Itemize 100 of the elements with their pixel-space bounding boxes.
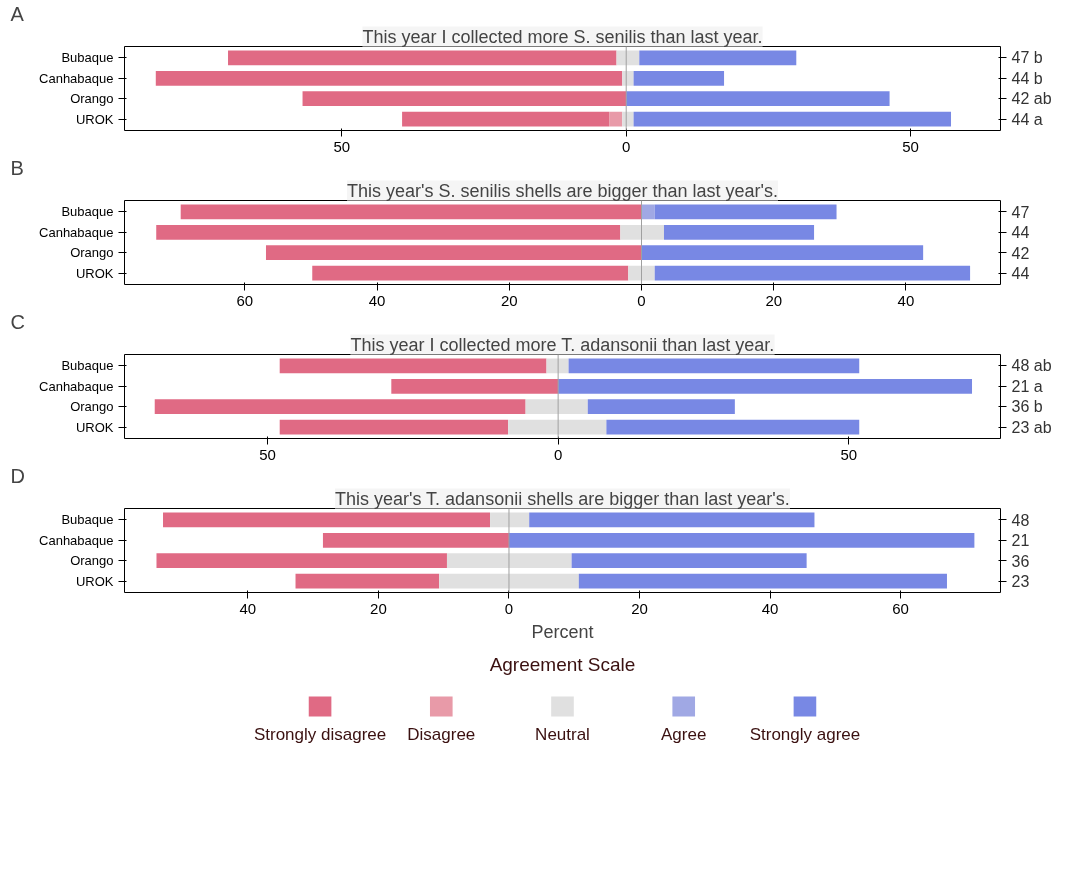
bar	[156, 224, 621, 240]
y2-tick-label: 44 b	[1011, 69, 1043, 87]
y2-tick-label: 44	[1011, 265, 1030, 283]
bar	[156, 553, 447, 569]
chart-title: This year I collected more S. senilis than last year.	[362, 26, 763, 47]
bar	[180, 204, 642, 220]
y2-tick-label: 44	[1011, 224, 1030, 242]
y-tick-label: Canhabaque	[39, 224, 114, 240]
bar	[302, 91, 627, 107]
y-tick-label: Bubaque	[61, 204, 114, 220]
text: D	[10, 464, 25, 487]
y-tick-label: UROK	[75, 265, 114, 281]
x-tick-label: 40	[368, 291, 386, 309]
legend-label: Strongly disagree	[253, 724, 387, 744]
x-tick-label: 50	[840, 445, 858, 463]
x-tick-label: 60	[892, 599, 909, 617]
bar	[265, 245, 642, 261]
bar	[279, 419, 509, 435]
chart-title: This year's T. adansonii shells are bigger than last year's.	[334, 488, 790, 509]
y2-tick-label: 23 ab	[1011, 418, 1052, 436]
bar	[529, 512, 815, 528]
bar	[633, 70, 725, 86]
y2-tick-label: 42	[1011, 244, 1030, 262]
y2-tick-label: 48	[1011, 511, 1030, 529]
text: A	[10, 2, 25, 25]
bar	[546, 358, 569, 374]
y-tick-label: Canhabaque	[39, 532, 114, 548]
bar	[525, 399, 588, 415]
bar	[578, 573, 947, 589]
y2-tick-label: 23	[1011, 573, 1030, 591]
y2-tick-label: 47	[1011, 203, 1030, 221]
chart-title: This year I collected more T. adansonii than last year.	[350, 334, 775, 355]
y-tick-label: Orango	[70, 91, 114, 107]
x-tick-label: 0	[622, 137, 631, 155]
bar	[568, 358, 860, 374]
y2-tick-label: 48 ab	[1011, 357, 1052, 375]
bar	[446, 553, 572, 569]
y-tick-label: Canhabaque	[39, 70, 114, 86]
y2-tick-label: 36 b	[1011, 398, 1043, 416]
y2-tick-label: 42 ab	[1011, 90, 1052, 108]
bar	[312, 265, 629, 281]
legend-label: Strongly agree	[749, 724, 861, 744]
bar	[616, 50, 640, 66]
bar	[163, 512, 491, 528]
bar	[322, 532, 509, 548]
bar	[279, 358, 547, 374]
y-tick-label: Bubaque	[61, 50, 114, 66]
x-tick-label: 20	[765, 291, 783, 309]
x-tick-label: 50	[333, 137, 351, 155]
bar	[508, 532, 975, 548]
text: B	[10, 156, 24, 179]
x-tick-label: 40	[239, 599, 257, 617]
legend-label: Disagree	[407, 724, 476, 744]
x-axis-title: Percent	[531, 621, 594, 642]
bar	[654, 204, 837, 220]
y-tick-label: Orango	[70, 399, 114, 415]
y-tick-label: Orango	[70, 553, 114, 569]
bar	[228, 50, 617, 66]
x-tick-label: 50	[259, 445, 276, 463]
bar	[155, 70, 623, 86]
y2-tick-label: 44 a	[1011, 110, 1043, 128]
bar	[558, 378, 973, 394]
x-tick-label: 20	[631, 599, 648, 617]
y2-tick-label: 47 b	[1011, 49, 1043, 67]
x-tick-label: 0	[504, 599, 514, 617]
bar	[622, 70, 634, 86]
x-tick-label: 20	[500, 291, 518, 309]
x-tick-label: 0	[637, 291, 646, 309]
y2-tick-label: 21	[1011, 532, 1030, 550]
y-tick-label: Bubaque	[61, 358, 114, 374]
bar	[633, 111, 952, 127]
y-tick-label: UROK	[75, 573, 114, 589]
bar	[626, 91, 890, 107]
bar	[571, 553, 807, 569]
y2-tick-label: 36	[1011, 552, 1030, 570]
bar	[587, 399, 735, 415]
bar	[490, 512, 530, 528]
x-tick-label: 50	[902, 137, 919, 155]
bar	[154, 399, 526, 415]
chart-title: This year's S. senilis shells are bigger than last year's.	[346, 180, 779, 201]
bar	[639, 50, 797, 66]
bar	[654, 265, 971, 281]
bar	[622, 111, 634, 127]
y-tick-label: UROK	[75, 111, 114, 127]
bar	[402, 111, 610, 127]
bar	[641, 204, 655, 220]
y-tick-label: Canhabaque	[39, 378, 114, 394]
legend-label: Neutral	[535, 724, 590, 744]
x-tick-label: 60	[236, 291, 254, 309]
x-tick-label: 20	[370, 599, 387, 617]
bar	[606, 419, 860, 435]
y-tick-label: Bubaque	[61, 512, 114, 528]
y2-tick-label: 21 a	[1011, 377, 1043, 395]
legend-label: Agree	[661, 724, 707, 744]
bar	[391, 378, 559, 394]
x-tick-label: 40	[897, 291, 915, 309]
x-tick-label: 0	[553, 445, 563, 463]
bar	[628, 265, 655, 281]
legend-title: Agreement Scale	[489, 654, 636, 675]
x-tick-label: 40	[761, 599, 779, 617]
